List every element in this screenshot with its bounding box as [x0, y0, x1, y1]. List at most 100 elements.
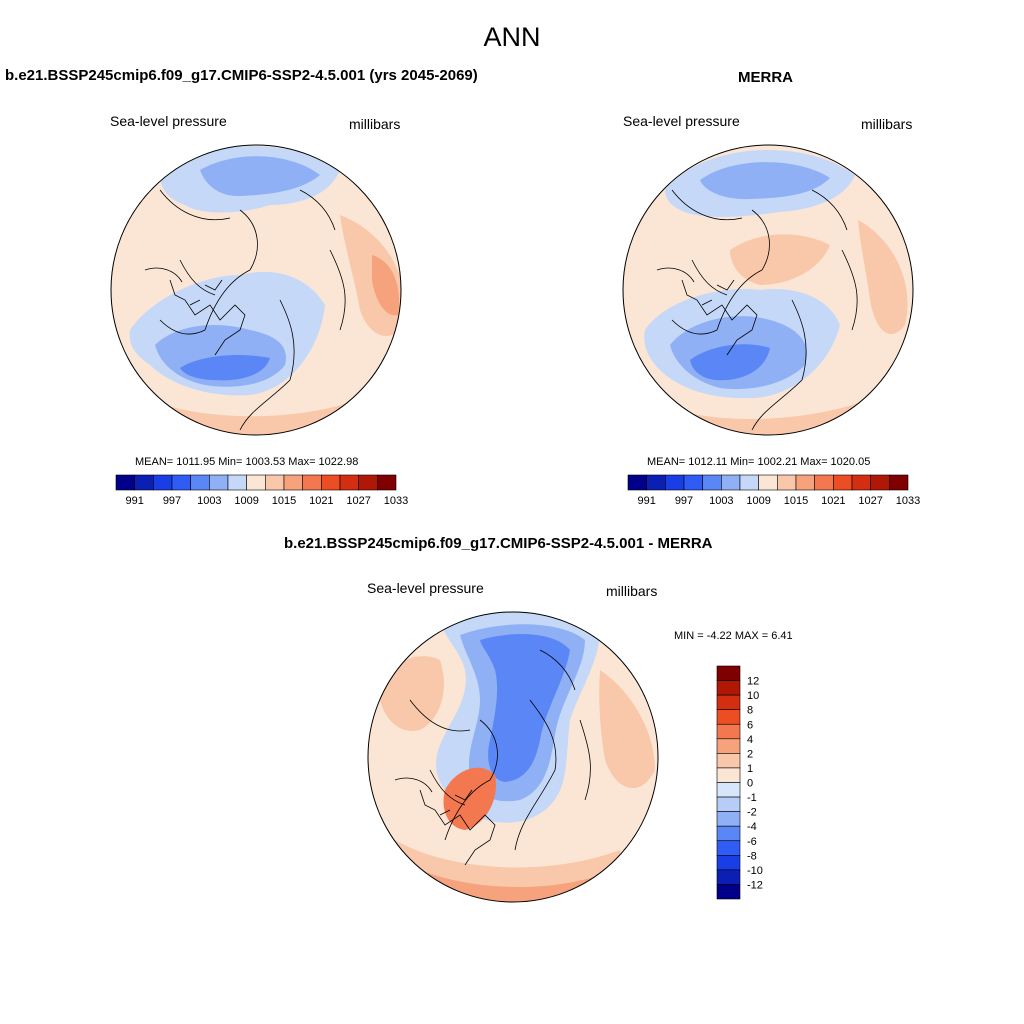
colorbar-2-swatch — [702, 474, 722, 491]
colorbar-3-swatch — [716, 723, 741, 740]
map-3-positive-west — [380, 656, 444, 731]
map-3-arctic-islands — [419, 789, 496, 866]
colorbar-2-swatch — [814, 474, 834, 491]
panel-1-title: b.e21.BSSP245cmip6.f09_g17.CMIP6-SSP2-4.… — [5, 67, 478, 84]
map-2-pacific-high — [858, 220, 908, 335]
colorbar-3-tick-label: 8 — [747, 705, 753, 717]
colorbar-3-swatch — [716, 782, 741, 798]
colorbar-3-swatch — [716, 738, 741, 754]
colorbar-2-tick-label: 1015 — [784, 495, 808, 507]
colorbar-panel-1: 991 997 1003 1009 1015 1021 1027 1033 — [115, 474, 408, 507]
colorbar-1-swatch — [153, 474, 173, 491]
colorbar-3-tick-label: -2 — [747, 807, 757, 819]
colorbar-2-swatch — [777, 474, 797, 491]
colorbar-3-tick-label: 4 — [747, 734, 753, 746]
colorbar-1-swatch — [377, 474, 397, 491]
colorbar-1-tick-label: 991 — [125, 495, 143, 507]
colorbar-2-swatch — [870, 474, 890, 491]
colorbar-1-tick-label: 1027 — [346, 495, 370, 507]
colorbar-3-swatch — [716, 680, 741, 696]
colorbar-1-swatch — [227, 474, 247, 491]
colorbar-1-swatch — [321, 474, 341, 491]
panel-2-title: MERRA — [738, 69, 793, 86]
colorbar-3-swatch — [716, 811, 741, 827]
colorbar-1-swatch — [283, 474, 303, 491]
colorbar-3-swatch — [716, 796, 741, 812]
panel-3-units-label: millibars — [606, 583, 658, 599]
panel-3-stats: MIN = -4.22 MAX = 6.41 — [674, 630, 793, 642]
map-panel-3 — [367, 611, 659, 903]
colorbar-3-tick-label: 10 — [747, 690, 759, 702]
panel-2-units-label: millibars — [861, 116, 913, 132]
colorbar-1-tick-label: 1021 — [309, 495, 333, 507]
colorbar-3-swatch — [716, 825, 741, 842]
colorbar-1-swatch — [115, 474, 135, 491]
colorbar-1-tick-label: 1015 — [272, 495, 296, 507]
colorbar-2-tick-label: 991 — [637, 495, 655, 507]
colorbar-3-tick-label: -6 — [747, 836, 757, 848]
colorbar-1-swatch — [265, 474, 285, 491]
map-1-arctic-islands — [169, 279, 246, 356]
panel-2-stats: MEAN= 1012.11 Min= 1002.21 Max= 1020.05 — [647, 456, 871, 468]
colorbar-1-tick-label: 1003 — [197, 495, 221, 507]
colorbar-3-tick-label: 12 — [747, 676, 759, 688]
map-panel-2 — [622, 144, 914, 436]
map-2-boundary — [622, 144, 914, 436]
colorbar-3-tick-label: -10 — [747, 865, 763, 877]
colorbar-2-swatch — [889, 474, 909, 491]
colorbar-1-tick-label: 997 — [163, 495, 181, 507]
colorbar-2-tick-label: 1021 — [821, 495, 845, 507]
colorbar-3-tick-label: 2 — [747, 748, 753, 760]
colorbar-3-tick-label: -12 — [747, 879, 763, 891]
map-1-pacific-low-inner — [200, 156, 320, 197]
colorbar-2-swatch — [795, 474, 815, 491]
colorbar-2-swatch — [721, 474, 741, 491]
map-3-greenland-positive — [443, 767, 496, 830]
panel-2-variable-label: Sea-level pressure — [623, 113, 740, 129]
colorbar-1-tick-label: 1033 — [384, 495, 408, 507]
colorbar-1-swatch — [339, 474, 359, 491]
colorbar-2-swatch — [758, 474, 778, 491]
colorbar-3-tick-label: -1 — [747, 792, 757, 804]
map-2-siberian-high — [730, 234, 830, 285]
colorbar-3-swatch — [716, 694, 741, 710]
colorbar-2-swatch — [739, 474, 759, 491]
colorbar-1-tick-label: 1009 — [234, 495, 258, 507]
map-3-positive-east — [599, 670, 655, 789]
map-1-icelandic-low — [180, 355, 270, 381]
colorbar-3-tick-label: -8 — [747, 850, 757, 862]
panel-1-stats: MEAN= 1011.95 Min= 1003.53 Max= 1022.98 — [135, 456, 359, 468]
colorbar-2-swatch — [646, 474, 666, 491]
colorbar-3-swatch — [716, 884, 741, 900]
colorbar-3-swatch — [716, 753, 741, 769]
panel-1-variable-label: Sea-level pressure — [110, 113, 227, 129]
colorbar-3-swatch — [716, 855, 741, 871]
colorbar-2-swatch — [833, 474, 853, 491]
colorbar-1-swatch — [134, 474, 154, 491]
colorbar-3-tick-label: -4 — [747, 821, 757, 833]
map-1-pacific-high-core — [372, 255, 400, 316]
colorbar-1-swatch — [190, 474, 210, 491]
colorbar-3-swatch — [716, 767, 741, 783]
figure-title: ANN — [483, 22, 541, 52]
colorbar-2-swatch — [683, 474, 703, 491]
colorbar-1-swatch — [171, 474, 191, 491]
colorbar-3-swatch — [716, 869, 741, 885]
colorbar-3-tick-label: 0 — [747, 778, 753, 790]
colorbar-3-tick-label: 1 — [747, 763, 753, 775]
panel-1-units-label: millibars — [349, 116, 401, 132]
map-1-coastlines — [144, 189, 346, 431]
colorbar-1-swatch — [246, 474, 266, 491]
colorbar-1-swatch — [209, 474, 229, 491]
colorbar-3-swatch — [716, 840, 741, 856]
colorbar-3-swatch — [716, 665, 741, 681]
map-3-negative-core — [480, 634, 570, 782]
colorbar-2-tick-label: 1027 — [858, 495, 882, 507]
colorbar-3-swatch — [716, 709, 741, 725]
colorbar-2-tick-label: 1033 — [896, 495, 920, 507]
map-2-pacific-low-inner — [700, 162, 830, 200]
colorbar-2-tick-label: 1009 — [746, 495, 770, 507]
map-3-coastlines — [394, 649, 591, 851]
